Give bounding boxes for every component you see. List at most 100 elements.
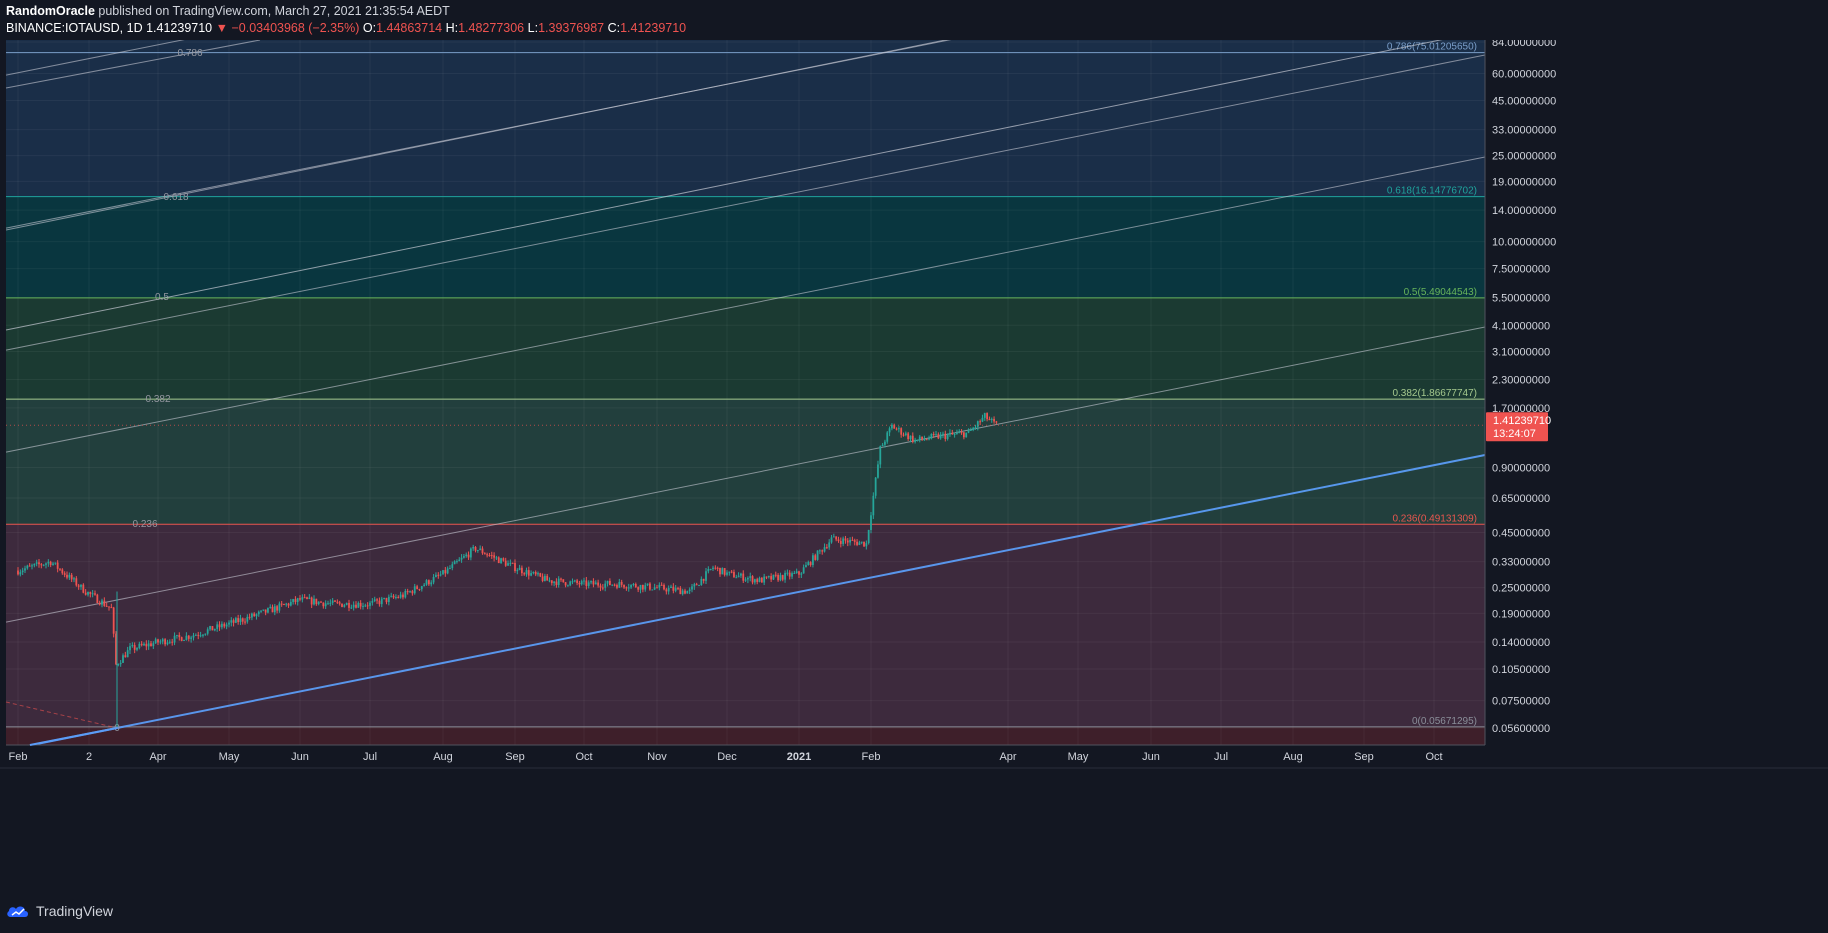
candle-body [341, 603, 343, 607]
candle-body [951, 432, 954, 435]
candle-body [131, 645, 134, 647]
candle-body [427, 580, 430, 585]
candle-body [606, 580, 609, 584]
candle-body [548, 580, 551, 582]
candle-body [688, 589, 691, 591]
candle-body [52, 563, 54, 565]
time-tick-label: Dec [717, 751, 737, 763]
candle-body [119, 662, 122, 665]
candle-body [24, 568, 26, 571]
candle-body [781, 575, 784, 580]
candle-body [287, 603, 290, 606]
candle-body [601, 587, 604, 589]
price-tick-label: 4.10000000 [1492, 320, 1550, 332]
candle-body [918, 436, 921, 440]
candle-body [544, 575, 546, 581]
fib-level-label: 0.236(0.49131309) [1392, 513, 1477, 524]
candle-body [430, 582, 433, 585]
candle-body [59, 568, 61, 570]
candle-body [40, 564, 43, 566]
candle-body [795, 571, 798, 574]
time-tick-label: Aug [433, 751, 453, 763]
candle-body [82, 584, 85, 593]
candle-body [527, 570, 530, 576]
change-arrow-icon: ▼ [215, 21, 228, 35]
fib-level-label: 0.618(16.14776702) [1387, 186, 1477, 197]
tradingview-brand: TradingView [36, 903, 114, 919]
candle-body [550, 580, 553, 584]
candle-body [178, 634, 181, 638]
candle-body [317, 601, 320, 605]
candle-body [578, 582, 581, 585]
candle-body [166, 642, 169, 645]
candle-body [77, 585, 80, 587]
candle-body [534, 572, 537, 575]
candle-body [439, 574, 442, 576]
candle-body [509, 562, 512, 564]
candle-body [432, 576, 435, 583]
price-chart[interactable]: 0.786(75.01205650) 0.618(16.14776702) 0.5(… [0, 40, 1828, 893]
candle-body [786, 572, 789, 574]
candle-body [698, 585, 700, 587]
fan-ratio-label: 0.5 [155, 292, 169, 303]
candle-body [324, 603, 327, 607]
candle-body [726, 572, 728, 575]
candle-body [677, 588, 679, 590]
candle-body [348, 602, 350, 608]
fib-zone [6, 399, 1485, 525]
candle-body [895, 428, 898, 430]
fib-zone [6, 726, 1485, 745]
candle-body [380, 598, 383, 605]
candle-body [691, 586, 693, 590]
price-tag-countdown: 13:24:07 [1493, 428, 1536, 440]
candle-body [465, 554, 468, 557]
candle-body [437, 574, 440, 576]
candle-body [888, 428, 891, 433]
candle-body [68, 574, 71, 578]
author-name[interactable]: RandomOracle [6, 4, 95, 18]
candle-body [921, 436, 923, 440]
price-tick-label: 14.00000000 [1492, 205, 1556, 217]
candle-body [988, 419, 991, 421]
symbol-interval[interactable]: BINANCE:IOTAUSD, 1D [6, 21, 143, 35]
time-tick-label: Sep [505, 751, 525, 763]
candle-body [541, 576, 544, 581]
candle-body [846, 540, 849, 543]
candle-body [122, 655, 124, 663]
chart-footer: TradingView [0, 893, 1828, 933]
price-tick-label: 3.10000000 [1492, 346, 1550, 358]
time-tick-label: Sep [1354, 751, 1374, 763]
candle-body [937, 434, 940, 439]
candle-body [916, 439, 919, 441]
tradingview-logo[interactable]: TradingView [6, 903, 113, 919]
last-price: 1.41239710 [146, 21, 213, 35]
candle-body [26, 565, 29, 569]
candle-body [760, 577, 763, 583]
candle-body [117, 664, 120, 666]
low-value: 1.39376987 [538, 21, 605, 35]
candle-body [788, 572, 791, 577]
candle-body [663, 584, 665, 590]
candle-body [273, 606, 276, 613]
candle-body [802, 567, 805, 574]
candle-body [486, 554, 489, 556]
candle-body [329, 602, 332, 604]
candle-body [695, 584, 698, 586]
candle-body [592, 581, 595, 585]
candle-body [147, 643, 150, 647]
candle-body [456, 561, 458, 563]
candle-body [218, 624, 221, 628]
candle-body [483, 553, 486, 555]
candle-body [180, 637, 183, 641]
candle-body [870, 515, 872, 530]
candle-body [723, 568, 726, 575]
high-value: 1.48277306 [458, 21, 525, 35]
candle-body [98, 603, 101, 605]
candle-body [115, 633, 117, 665]
candle-body [413, 586, 416, 594]
time-tick-label: Feb [9, 751, 28, 763]
candle-body [705, 571, 707, 581]
candle-body [714, 567, 717, 569]
candle-body [930, 433, 933, 439]
candle-body [38, 562, 40, 565]
